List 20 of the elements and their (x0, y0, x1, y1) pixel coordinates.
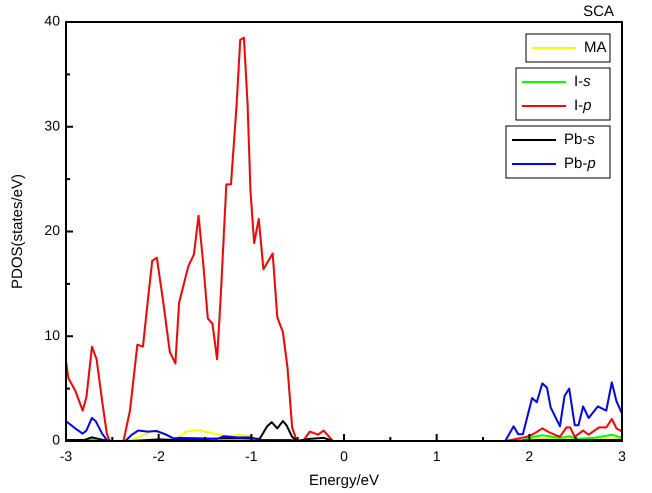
y-tick-label: 10 (44, 326, 60, 343)
x-axis-title: Energy/eV (308, 472, 380, 489)
y-axis-title: PDOS(states/eV) (9, 174, 26, 290)
y-tick-label: 30 (44, 117, 60, 134)
x-tick-label: -2 (152, 448, 166, 464)
x-tick-label: 1 (432, 448, 441, 464)
x-tick-label: 0 (340, 448, 348, 464)
x-tick-label: -3 (60, 448, 72, 464)
chart-title: SCA (583, 3, 614, 20)
y-tick-label: 40 (44, 12, 60, 29)
x-tick-label: -1 (245, 448, 258, 464)
legend-label: MA (584, 38, 606, 56)
legend-label: I-s (574, 72, 592, 90)
legend-label: Pb-p (564, 154, 596, 172)
x-tick-label: 3 (618, 448, 626, 464)
legend-label: Pb-s (564, 130, 596, 148)
x-tick-label: 2 (525, 448, 534, 464)
legend-label: I-p (574, 96, 592, 114)
y-tick-label: 0 (52, 432, 60, 448)
y-tick-label: 20 (44, 222, 60, 238)
